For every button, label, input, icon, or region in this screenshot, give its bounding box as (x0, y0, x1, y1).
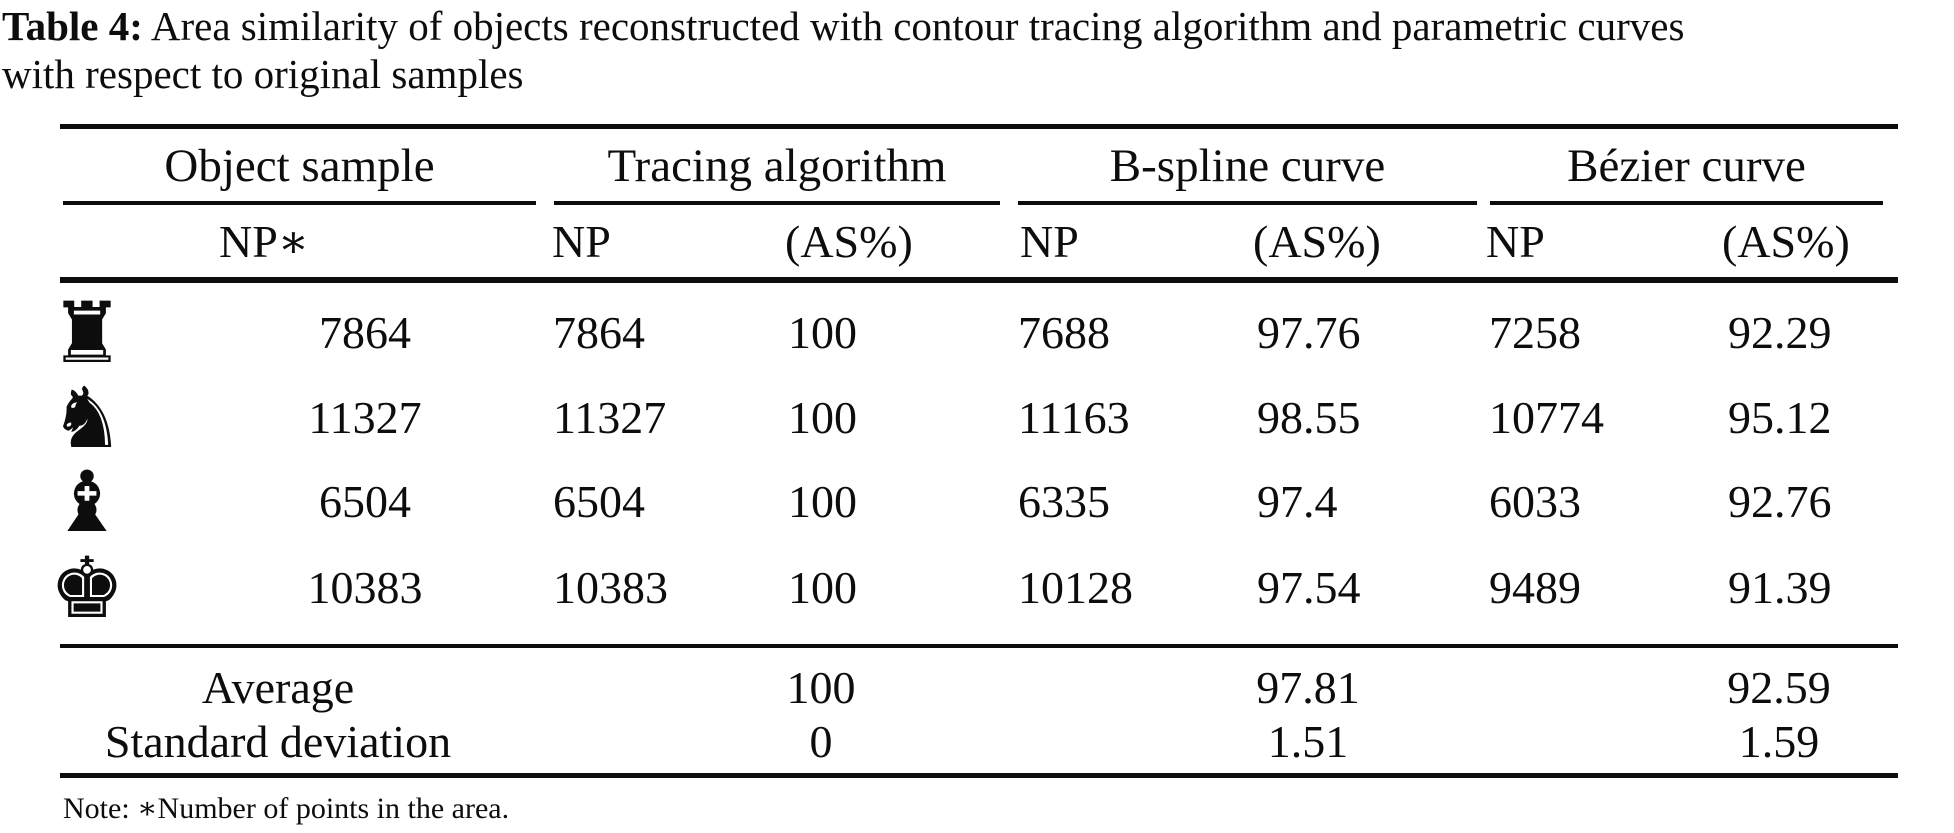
summary-label-average: Average (201, 662, 355, 713)
table-top-rule (60, 124, 1898, 129)
column-group-bezier-curve: Bézier curve (1567, 140, 1806, 192)
rook-bezier-as: 92.29 (1728, 307, 1832, 358)
chess-knight-icon: ♞ (49, 369, 125, 467)
knight-bspline-as: 98.55 (1257, 392, 1361, 443)
rook-tracing-np: 7864 (553, 307, 645, 358)
bezier-curve-underline (1490, 201, 1883, 205)
knight-tracing-np: 11327 (553, 392, 667, 443)
column-header-bspline-np: NP (1020, 216, 1079, 267)
king-bspline-as: 97.54 (1257, 562, 1361, 613)
bishop-tracing-np: 6504 (553, 476, 645, 527)
bishop-bezier-as: 92.76 (1728, 476, 1832, 527)
knight-tracing-as: 100 (788, 392, 857, 443)
average-tracing-as: 100 (786, 662, 856, 713)
column-group-bspline-curve: B-spline curve (1109, 140, 1386, 192)
data-separator-rule (60, 644, 1898, 648)
rook-object-np: 7864 (319, 307, 411, 358)
chess-bishop-icon: ♝ (49, 453, 125, 551)
knight-bezier-np: 10774 (1489, 392, 1604, 443)
king-bspline-np: 10128 (1018, 562, 1133, 613)
chess-king-icon: ♚ (49, 539, 125, 637)
object-sample-underline (63, 201, 536, 205)
caption-table-number: Table 4: (2, 3, 143, 49)
rook-bspline-np: 7688 (1018, 307, 1110, 358)
bspline-curve-underline (1018, 201, 1477, 205)
stddev-tracing-as: 0 (809, 716, 833, 767)
rook-tracing-as: 100 (788, 307, 857, 358)
stddev-bezier-as: 1.59 (1738, 716, 1820, 767)
bishop-bspline-np: 6335 (1018, 476, 1110, 527)
table-bottom-rule (60, 773, 1898, 778)
stddev-bspline-as: 1.51 (1267, 716, 1349, 767)
column-header-bezier-as: (AS%) (1722, 216, 1850, 267)
king-bezier-np: 9489 (1489, 562, 1581, 613)
average-bspline-as: 97.81 (1256, 662, 1360, 713)
knight-bezier-as: 95.12 (1728, 392, 1832, 443)
rook-bspline-as: 97.76 (1257, 307, 1361, 358)
bishop-object-np: 6504 (319, 476, 411, 527)
table-caption: Table 4: Area similarity of objects reco… (2, 2, 1952, 98)
column-header-tracing-as: (AS%) (785, 216, 913, 267)
column-header-bspline-as: (AS%) (1253, 216, 1381, 267)
header-separator-rule (60, 277, 1898, 283)
king-object-np: 10383 (307, 562, 423, 613)
king-tracing-as: 100 (788, 562, 857, 613)
bishop-bezier-np: 6033 (1489, 476, 1581, 527)
rook-bezier-np: 7258 (1489, 307, 1581, 358)
column-header-object-np-star: NP∗ (219, 216, 310, 267)
caption-line-2: with respect to original samples (2, 51, 524, 97)
bishop-tracing-as: 100 (788, 476, 857, 527)
knight-object-np: 11327 (308, 392, 422, 443)
bishop-bspline-as: 97.4 (1257, 476, 1338, 527)
caption-line-1: Table 4: Area similarity of objects reco… (2, 2, 1952, 50)
caption-text: Area similarity of objects reconstructed… (142, 3, 1685, 49)
column-group-tracing-algorithm: Tracing algorithm (607, 140, 947, 192)
column-header-bezier-np: NP (1486, 216, 1545, 267)
column-group-object-sample: Object sample (164, 140, 435, 192)
summary-label-standard-deviation: Standard deviation (104, 716, 452, 767)
column-header-tracing-np: NP (552, 216, 611, 267)
tracing-algorithm-underline (554, 201, 1000, 205)
average-bezier-as: 92.59 (1727, 662, 1831, 713)
chess-rook-icon: ♜ (49, 284, 125, 382)
king-tracing-np: 10383 (553, 562, 668, 613)
knight-bspline-np: 11163 (1018, 392, 1130, 443)
king-bezier-as: 91.39 (1728, 562, 1832, 613)
table-note: Note: ∗Number of points in the area. (63, 792, 510, 825)
